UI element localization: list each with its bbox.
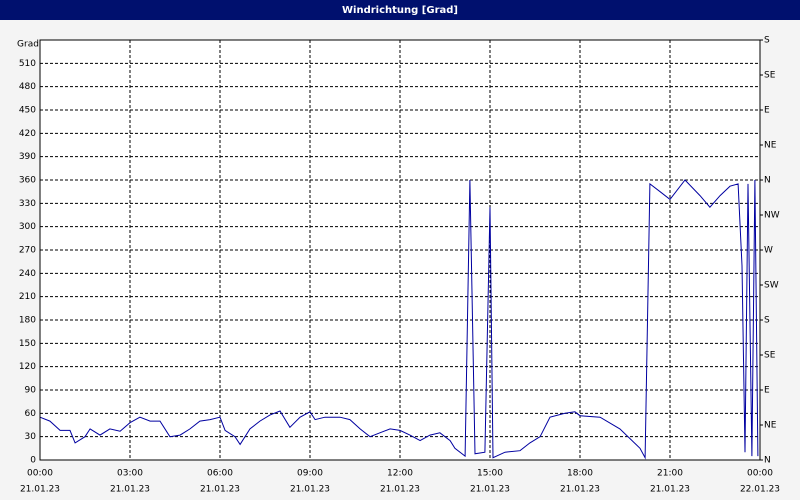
y2-tick-label: S [764, 36, 770, 46]
y-axis-label: Grad [17, 40, 39, 50]
y2-tick-label: E [764, 386, 770, 396]
y-tick-label: 360 [19, 176, 36, 186]
x-tick-label: 18:00 [567, 469, 593, 479]
y-tick-label: 60 [25, 409, 37, 419]
y-tick-label: 270 [19, 246, 36, 256]
y-tick-label: 330 [19, 199, 36, 209]
y-tick-label: 180 [19, 316, 36, 326]
y-tick-label: 390 [19, 152, 36, 162]
x-tick-label: 00:00 [747, 469, 773, 479]
y-tick-label: 480 [19, 82, 36, 92]
y2-tick-label: N [764, 456, 771, 466]
x-tick-date: 21.01.23 [20, 485, 60, 495]
x-tick-date: 21.01.23 [290, 485, 330, 495]
y2-tick-label: SE [764, 71, 776, 81]
x-tick-date: 21.01.23 [380, 485, 420, 495]
x-tick-date: 21.01.23 [560, 485, 600, 495]
data-line [39, 179, 759, 460]
y2-tick-label: S [764, 316, 770, 326]
plot-border [39, 39, 761, 461]
y2-tick-label: NE [764, 421, 777, 431]
y2-tick-label: N [764, 176, 771, 186]
y-tick-label: 30 [25, 432, 37, 442]
y-tick-label: 300 [19, 222, 36, 232]
x-tick-date: 21.01.23 [470, 485, 510, 495]
y-tick-label: 450 [19, 106, 36, 116]
y-tick-label: 0 [30, 456, 36, 466]
y-tick-label: 420 [19, 129, 36, 139]
x-tick-label: 21:00 [657, 469, 683, 479]
x-tick-date: 22.01.23 [740, 485, 780, 495]
y-tick-label: 120 [19, 362, 36, 372]
y-tick-label: 90 [25, 386, 37, 396]
x-tick-label: 00:00 [27, 469, 53, 479]
title-bar [0, 0, 800, 20]
chart-title: Windrichtung [Grad] [342, 5, 458, 16]
x-tick-label: 09:00 [297, 469, 323, 479]
x-tick-date: 21.01.23 [200, 485, 240, 495]
y2-tick-label: E [764, 106, 770, 116]
y2-tick-label: SW [764, 281, 779, 291]
y-tick-label: 240 [19, 269, 36, 279]
y-tick-label: 150 [19, 339, 36, 349]
x-tick-label: 15:00 [477, 469, 503, 479]
x-tick-label: 12:00 [387, 469, 413, 479]
y-tick-label: 510 [19, 59, 36, 69]
y2-tick-label: W [764, 246, 773, 256]
y2-tick-label: SE [764, 351, 776, 361]
y-tick-label: 210 [19, 292, 36, 302]
y2-tick-label: NW [764, 211, 780, 221]
x-tick-date: 21.01.23 [650, 485, 690, 495]
x-tick-date: 21.01.23 [110, 485, 150, 495]
y2-tick-label: NE [764, 141, 777, 151]
x-tick-label: 03:00 [117, 469, 143, 479]
x-tick-label: 06:00 [207, 469, 233, 479]
